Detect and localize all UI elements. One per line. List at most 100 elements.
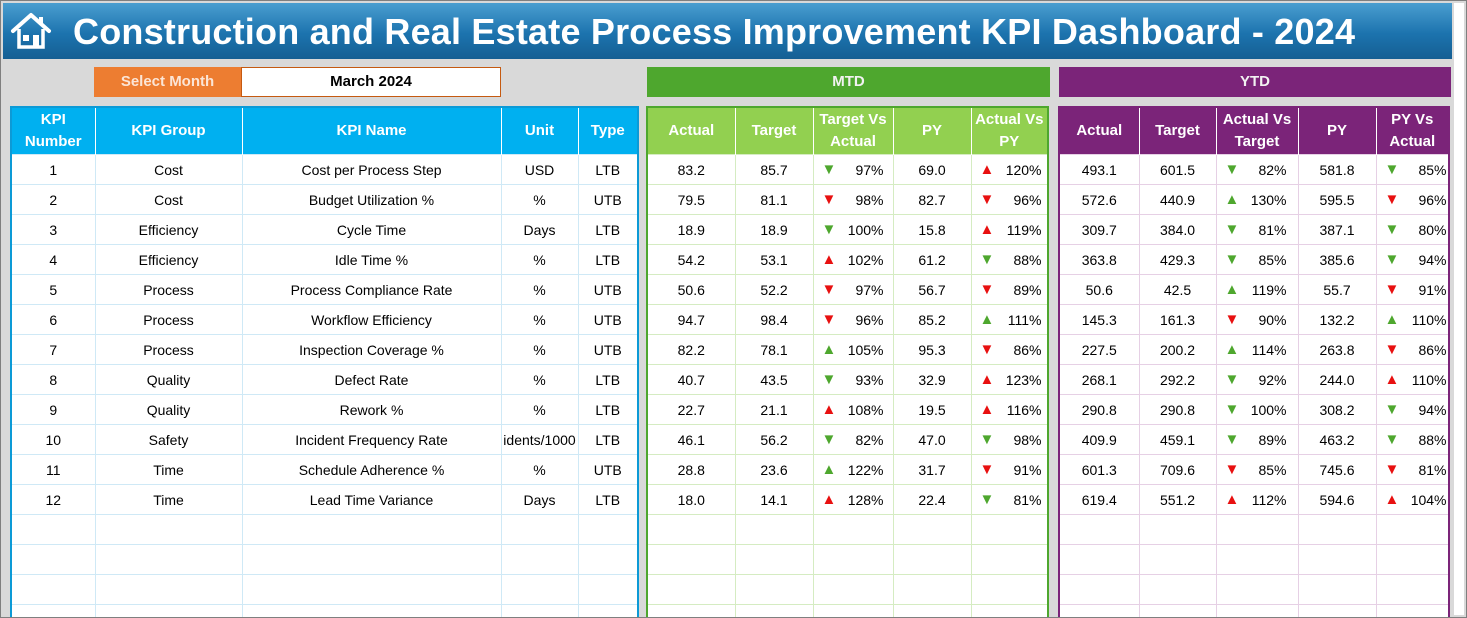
ytd-actual-cell: 572.6 xyxy=(1058,184,1139,215)
table-row: 50.6 52.2 ▼ 97% 56.7 ▼ 89% xyxy=(646,274,1048,305)
comparison-cell: ▼ 81% xyxy=(1375,454,1449,485)
kpi-unit-cell: % xyxy=(500,274,578,305)
comparison-cell: ▲ 120% xyxy=(970,154,1048,185)
table-row: 46.1 56.2 ▼ 82% 47.0 ▼ 98% xyxy=(646,424,1048,455)
empty-cell xyxy=(1297,574,1376,605)
kpi-name-cell: Incident Frequency Rate xyxy=(241,424,501,455)
percent-value: 94% xyxy=(1418,401,1447,418)
table-row: 290.8 290.8 ▼ 100% 308.2 ▼ 94% xyxy=(1058,394,1449,425)
empty-row xyxy=(646,574,1048,605)
empty-cell xyxy=(970,514,1048,545)
kpi-group-cell: Cost xyxy=(94,184,242,215)
comparison-cell: ▼ 81% xyxy=(970,484,1048,515)
comparison-cell: ▼ 89% xyxy=(970,274,1048,305)
month-selector[interactable]: March 2024 xyxy=(241,67,501,97)
kpi-unit-cell: % xyxy=(500,244,578,275)
up-arrow-green-icon: ▲ xyxy=(1224,191,1240,209)
mtd-actual-cell: 83.2 xyxy=(646,154,735,185)
right-margin xyxy=(1454,3,1464,615)
ytd-actual-cell: 619.4 xyxy=(1058,484,1139,515)
comparison-cell: ▼ 89% xyxy=(1215,424,1298,455)
ytd-actual-cell: 309.7 xyxy=(1058,214,1139,245)
comparison-cell: ▲ 116% xyxy=(970,394,1048,425)
empty-row xyxy=(10,544,638,575)
table-row: 11 Time Schedule Adherence %% UTB xyxy=(10,454,638,485)
table-row: 54.2 53.1 ▲ 102% 61.2 ▼ 88% xyxy=(646,244,1048,275)
table-row: 9 Quality Rework %% LTB xyxy=(10,394,638,425)
empty-cell xyxy=(577,574,638,605)
empty-cell xyxy=(1058,574,1139,605)
down-arrow-red-icon: ▼ xyxy=(1224,311,1240,329)
empty-cell xyxy=(1297,604,1376,617)
ytd-py-cell: 463.2 xyxy=(1297,424,1376,455)
table-row: 3 Efficiency Cycle Time Days LTB xyxy=(10,214,638,245)
down-arrow-red-icon: ▼ xyxy=(821,191,837,209)
comparison-cell: ▼ 81% xyxy=(1215,214,1298,245)
kpi-group-cell: Process xyxy=(94,334,242,365)
ytd-py-cell: 745.6 xyxy=(1297,454,1376,485)
kpi-num-cell: 8 xyxy=(10,364,95,395)
kpi-num-cell: 2 xyxy=(10,184,95,215)
kpi-unit-cell: % xyxy=(500,334,578,365)
empty-cell xyxy=(1138,574,1216,605)
empty-cell xyxy=(970,544,1048,575)
comparison-cell: ▼ 85% xyxy=(1375,154,1449,185)
comparison-cell: ▼ 91% xyxy=(1375,274,1449,305)
comparison-cell: ▼ 92% xyxy=(1215,364,1298,395)
ytd-py-cell: 595.5 xyxy=(1297,184,1376,215)
mtd-target-cell: 14.1 xyxy=(734,484,813,515)
empty-cell xyxy=(1375,514,1449,545)
mtd-py-cell: 31.7 xyxy=(892,454,971,485)
table-row: 79.5 81.1 ▼ 98% 82.7 ▼ 96% xyxy=(646,184,1048,215)
kpi-unit-cell: % xyxy=(500,394,578,425)
kpi-type-cell: UTB xyxy=(577,304,638,335)
down-arrow-red-icon: ▼ xyxy=(821,281,837,299)
kpi-type-cell: UTB xyxy=(577,184,638,215)
down-arrow-green-icon: ▼ xyxy=(1384,161,1400,179)
empty-cell xyxy=(812,574,893,605)
dashboard-title: Construction and Real Estate Process Imp… xyxy=(73,11,1356,52)
ytd-section-header: YTD xyxy=(1059,67,1451,97)
kpi-group-cell: Process xyxy=(94,304,242,335)
up-arrow-red-icon: ▲ xyxy=(1224,491,1240,509)
percent-value: 97% xyxy=(855,161,884,178)
home-icon[interactable] xyxy=(9,9,53,53)
column-header: PY Vs Actual xyxy=(1375,107,1449,155)
kpi-type-cell: LTB xyxy=(577,394,638,425)
table-row: 493.1 601.5 ▼ 82% 581.8 ▼ 85% xyxy=(1058,154,1449,185)
comparison-cell: ▲ 119% xyxy=(1215,274,1298,305)
up-arrow-red-icon: ▲ xyxy=(821,251,837,269)
comparison-cell: ▼ 85% xyxy=(1215,244,1298,275)
percent-value: 85% xyxy=(1258,251,1287,268)
up-arrow-red-icon: ▲ xyxy=(821,491,837,509)
percent-value: 88% xyxy=(1013,251,1042,268)
down-arrow-green-icon: ▼ xyxy=(1384,251,1400,269)
column-header: Target xyxy=(1138,107,1216,155)
empty-row xyxy=(10,514,638,545)
down-arrow-green-icon: ▼ xyxy=(821,371,837,389)
kpi-num-cell: 10 xyxy=(10,424,95,455)
mtd-target-cell: 23.6 xyxy=(734,454,813,485)
table-row: 601.3 709.6 ▼ 85% 745.6 ▼ 81% xyxy=(1058,454,1449,485)
kpi-group-cell: Quality xyxy=(94,364,242,395)
percent-value: 96% xyxy=(855,311,884,328)
kpi-type-cell: LTB xyxy=(577,214,638,245)
kpi-info-table: KPI Number KPI Group KPI Name Unit Type 1 Cos… xyxy=(10,106,639,617)
empty-cell xyxy=(1215,544,1298,575)
table-row: 7 Process Inspection Coverage %% UTB xyxy=(10,334,638,365)
kpi-num-cell: 12 xyxy=(10,484,95,515)
empty-cell xyxy=(500,544,578,575)
ytd-py-cell: 263.8 xyxy=(1297,334,1376,365)
empty-cell xyxy=(812,604,893,617)
empty-row xyxy=(646,514,1048,545)
comparison-cell: ▼ 88% xyxy=(1375,424,1449,455)
comparison-cell: ▲ 111% xyxy=(970,304,1048,335)
percent-value: 120% xyxy=(1005,161,1042,178)
empty-cell xyxy=(1375,604,1449,617)
percent-value: 119% xyxy=(1251,281,1287,298)
mtd-target-cell: 81.1 xyxy=(734,184,813,215)
empty-cell xyxy=(94,604,242,617)
percent-value: 86% xyxy=(1418,341,1447,358)
kpi-group-cell: Time xyxy=(94,454,242,485)
